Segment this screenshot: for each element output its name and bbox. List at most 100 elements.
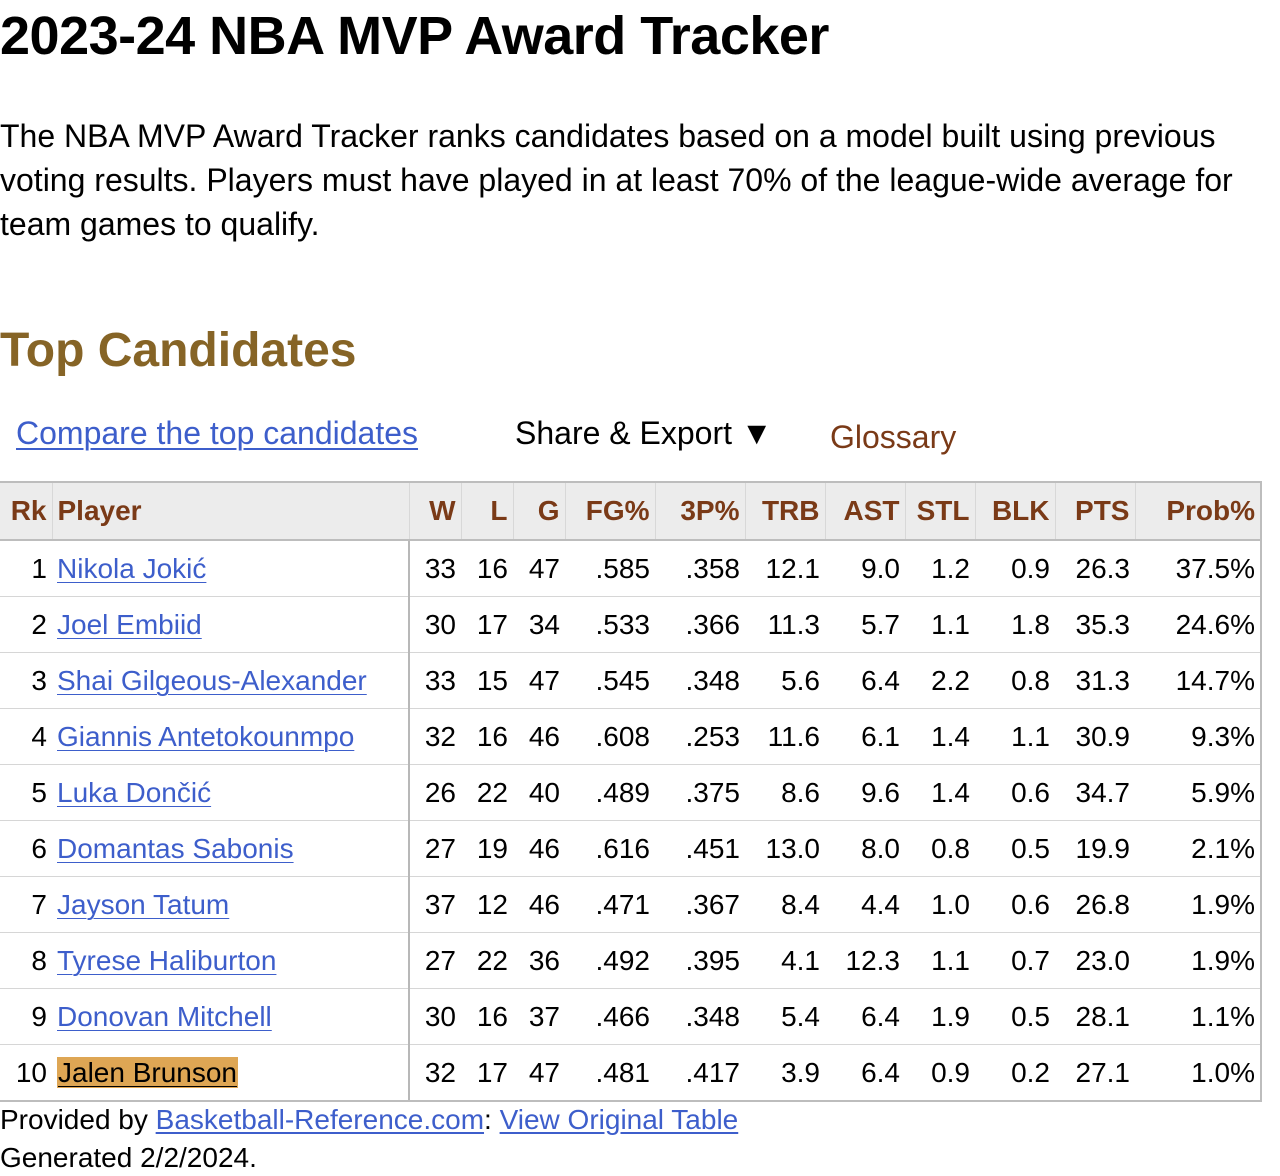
- mvp-candidates-table: Rk Player W L G FG% 3P% TRB AST STL BLK …: [0, 481, 1262, 1102]
- cell-fg-pct: .545: [565, 652, 655, 709]
- cell-player: Domantas Sabonis: [52, 820, 410, 877]
- compare-candidates-link[interactable]: Compare the top candidates: [16, 415, 419, 451]
- cell-player: Giannis Antetokounmpo: [52, 708, 410, 765]
- cell-rank: 3: [0, 652, 52, 709]
- cell-wins: 30: [409, 596, 461, 653]
- table-row: 7 Jayson Tatum 37 12 46.471.367 8.4 4.4 1.0 0.6 2…: [0, 876, 1262, 933]
- cell-trb: 11.3: [745, 596, 825, 653]
- header-pts[interactable]: PTS: [1054, 481, 1135, 541]
- player-link[interactable]: Giannis Antetokounmpo: [57, 721, 355, 752]
- header-ast[interactable]: AST: [824, 481, 905, 541]
- player-link[interactable]: Jalen Brunson: [57, 1057, 239, 1088]
- cell-rank: 10: [0, 1044, 52, 1102]
- cell-fg-pct: .492: [565, 932, 655, 989]
- cell-pts: 30.9: [1055, 708, 1135, 765]
- cell-wins: 32: [409, 708, 461, 765]
- header-stl[interactable]: STL: [904, 481, 975, 541]
- cell-fg-pct: .481: [565, 1044, 655, 1102]
- header-fg-pct[interactable]: FG%: [564, 481, 655, 541]
- cell-prob-pct: 9.3%: [1135, 708, 1262, 765]
- cell-prob-pct: 37.5%: [1135, 540, 1262, 597]
- player-link[interactable]: Donovan Mitchell: [57, 1001, 272, 1032]
- cell-fg-pct: .608: [565, 708, 655, 765]
- player-link[interactable]: Tyrese Haliburton: [57, 945, 277, 976]
- player-link[interactable]: Luka Dončić: [57, 777, 212, 808]
- cell-trb: 12.1: [745, 540, 825, 597]
- header-blk[interactable]: BLK: [974, 481, 1055, 541]
- glossary-button[interactable]: Glossary: [830, 419, 957, 455]
- header-rk[interactable]: Rk: [0, 481, 52, 541]
- cell-rank: 4: [0, 708, 52, 765]
- cell-blk: 0.7: [975, 932, 1055, 989]
- provided-by-text: Provided by: [0, 1104, 156, 1135]
- cell-wins: 27: [409, 820, 461, 877]
- player-link[interactable]: Domantas Sabonis: [57, 833, 294, 864]
- generated-date: Generated 2/2/2024.: [0, 1142, 257, 1173]
- cell-ast: 12.3: [825, 932, 905, 989]
- cell-games: 47: [513, 652, 565, 709]
- cell-losses: 12: [461, 876, 513, 933]
- cell-rank: 7: [0, 876, 52, 933]
- basketball-reference-link[interactable]: Basketball-Reference.com: [155, 1104, 485, 1135]
- table-body: 1 Nikola Jokić 33 16 47.585.358 12.1 9.0 1.2 0.9…: [0, 540, 1262, 1102]
- cell-losses: 22: [461, 932, 513, 989]
- cell-stl: 2.2: [905, 652, 975, 709]
- cell-ast: 6.4: [825, 652, 905, 709]
- cell-trb: 4.1: [745, 932, 825, 989]
- cell-blk: 0.6: [975, 876, 1055, 933]
- cell-player: Luka Dončić: [52, 764, 410, 821]
- cell-games: 46: [513, 708, 565, 765]
- header-player[interactable]: Player: [51, 481, 409, 541]
- header-w[interactable]: W: [408, 481, 461, 541]
- cell-wins: 26: [409, 764, 461, 821]
- cell-prob-pct: 5.9%: [1135, 764, 1262, 821]
- cell-games: 36: [513, 932, 565, 989]
- cell-games: 47: [513, 1044, 565, 1102]
- header-3p-pct[interactable]: 3P%: [654, 481, 745, 541]
- cell-losses: 17: [461, 596, 513, 653]
- cell-player: Nikola Jokić: [52, 540, 410, 597]
- cell-trb: 13.0: [745, 820, 825, 877]
- header-g[interactable]: G: [512, 481, 565, 541]
- cell-losses: 17: [461, 1044, 513, 1102]
- cell-prob-pct: 1.1%: [1135, 988, 1262, 1045]
- cell-stl: 1.1: [905, 596, 975, 653]
- cell-stl: 0.9: [905, 1044, 975, 1102]
- cell-prob-pct: 14.7%: [1135, 652, 1262, 709]
- cell-rank: 8: [0, 932, 52, 989]
- cell-prob-pct: 1.0%: [1135, 1044, 1262, 1102]
- player-link[interactable]: Shai Gilgeous-Alexander: [57, 665, 367, 696]
- cell-blk: 1.1: [975, 708, 1055, 765]
- page-title: 2023-24 NBA MVP Award Tracker: [0, 6, 829, 66]
- view-original-table-link[interactable]: View Original Table: [499, 1104, 739, 1135]
- cell-games: 37: [513, 988, 565, 1045]
- header-trb[interactable]: TRB: [744, 481, 825, 541]
- player-link[interactable]: Nikola Jokić: [57, 553, 207, 584]
- cell-player: Donovan Mitchell: [52, 988, 410, 1045]
- header-l[interactable]: L: [460, 481, 513, 541]
- cell-wins: 30: [409, 988, 461, 1045]
- table-header-row: Rk Player W L G FG% 3P% TRB AST STL BLK …: [0, 481, 1262, 541]
- cell-3p-pct: .348: [655, 988, 745, 1045]
- cell-prob-pct: 1.9%: [1135, 876, 1262, 933]
- cell-stl: 1.4: [905, 764, 975, 821]
- cell-trb: 11.6: [745, 708, 825, 765]
- cell-rank: 5: [0, 764, 52, 821]
- section-title: Top Candidates: [0, 324, 357, 377]
- player-link[interactable]: Jayson Tatum: [57, 889, 230, 920]
- cell-pts: 35.3: [1055, 596, 1135, 653]
- table-row: 1 Nikola Jokić 33 16 47.585.358 12.1 9.0 1.2 0.9…: [0, 540, 1262, 597]
- cell-blk: 0.5: [975, 988, 1055, 1045]
- table-row: 8 Tyrese Haliburton 27 22 36.492.395 4.1 12.3 1…: [0, 932, 1262, 989]
- cell-blk: 0.9: [975, 540, 1055, 597]
- player-link[interactable]: Joel Embiid: [57, 609, 202, 640]
- footer-separator: :: [484, 1104, 500, 1135]
- share-export-menu[interactable]: Share & Export ▼: [515, 415, 773, 451]
- intro-text: The NBA MVP Award Tracker ranks candidat…: [0, 118, 1233, 242]
- header-prob-pct[interactable]: Prob%: [1134, 481, 1262, 541]
- cell-losses: 15: [461, 652, 513, 709]
- table-row: 6 Domantas Sabonis 27 19 46.616.451 13.0 8.0 0.…: [0, 820, 1262, 877]
- cell-fg-pct: .466: [565, 988, 655, 1045]
- cell-pts: 28.1: [1055, 988, 1135, 1045]
- cell-3p-pct: .253: [655, 708, 745, 765]
